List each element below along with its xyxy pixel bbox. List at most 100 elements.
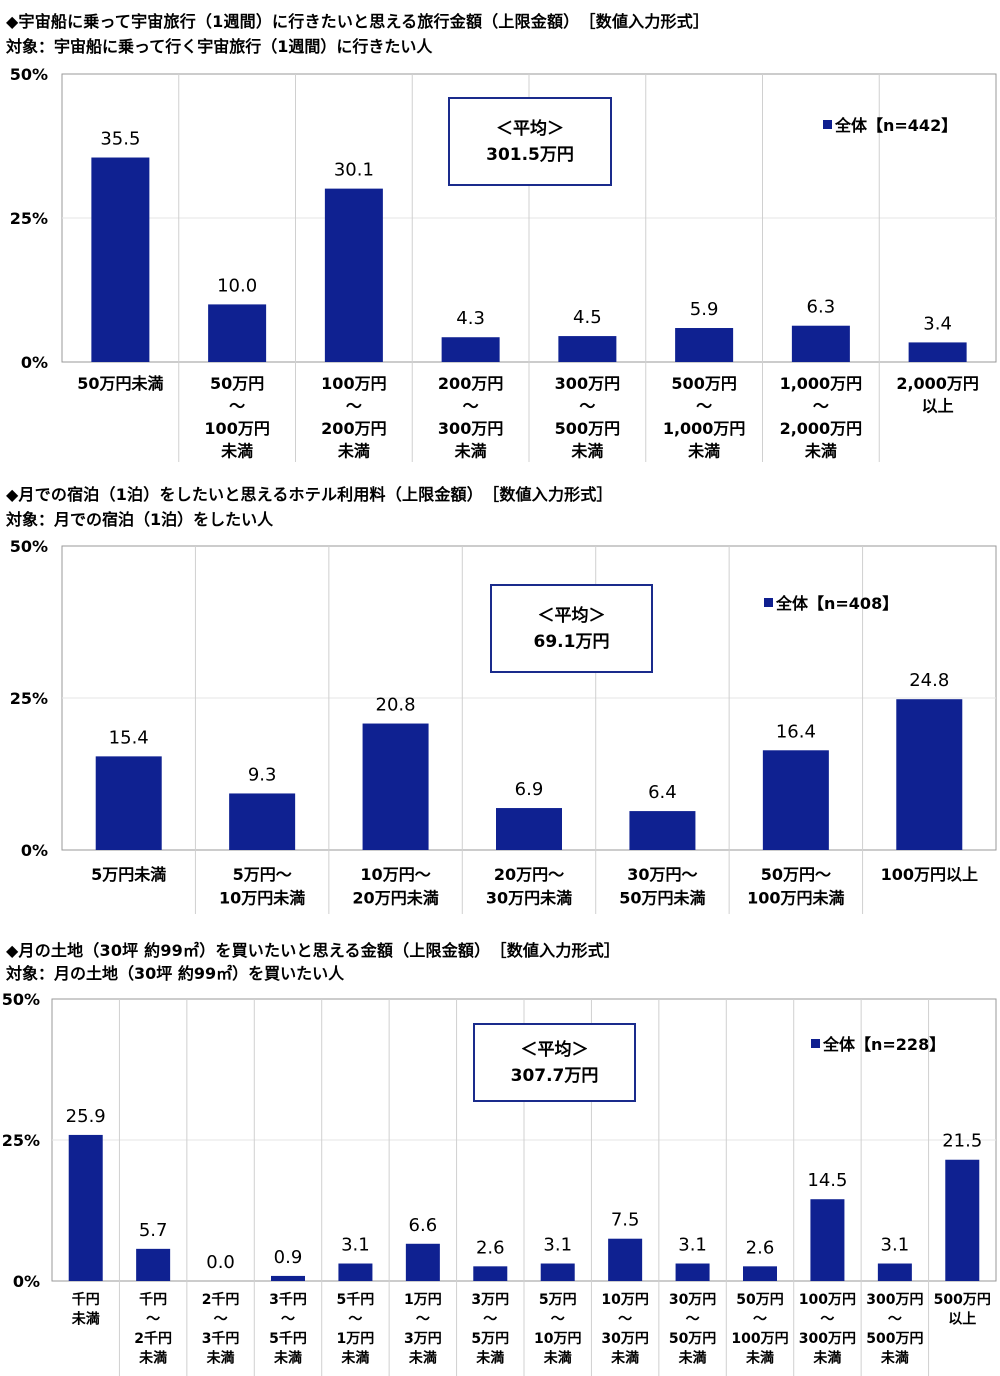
bar <box>405 1243 440 1281</box>
x-tick-label: 50万円未満 <box>619 889 705 908</box>
bar-value-label: 24.8 <box>909 670 949 691</box>
bar <box>791 325 850 362</box>
x-tick-label: 10万円～ <box>360 865 430 884</box>
chart-title: ◆宇宙船に乗って宇宙旅行（1週間）に行きたいと思える旅行金額（上限金額） ［数値… <box>6 12 710 31</box>
y-tick-label: 50% <box>10 65 48 84</box>
x-tick-label: 2千円 <box>134 1330 172 1347</box>
x-tick-label: 未満 <box>746 1350 774 1367</box>
x-tick-label: 5千円 <box>337 1291 375 1308</box>
x-tick-label: ～ <box>281 1312 295 1328</box>
bar <box>229 793 296 850</box>
x-tick-label: 500万円 <box>934 1292 991 1308</box>
x-tick-label: 100万円 <box>731 1331 788 1347</box>
x-tick-label: ～ <box>214 1312 228 1328</box>
x-tick-label: ～ <box>416 1312 430 1328</box>
bar-value-label: 0.9 <box>274 1247 303 1268</box>
x-tick-label: 300万円 <box>555 374 620 393</box>
x-tick-label: 未満 <box>881 1350 909 1367</box>
bar <box>136 1248 171 1281</box>
x-tick-label: ～ <box>753 1312 767 1328</box>
bar-value-label: 16.4 <box>776 721 816 742</box>
average-value: 69.1万円 <box>533 631 610 652</box>
legend: 全体【n=408】 <box>764 590 898 614</box>
bar-value-label: 7.5 <box>611 1210 640 1231</box>
x-tick-label: 2,000万円 <box>896 374 979 393</box>
legend: 全体【n=228】 <box>811 1031 945 1055</box>
x-tick-label: 100万円 <box>799 1292 856 1308</box>
bar <box>473 1266 508 1281</box>
x-tick-label: 300万円 <box>866 1292 923 1308</box>
x-tick-label: 500万円 <box>671 374 736 393</box>
x-tick-label: 50万円 <box>669 1331 716 1347</box>
x-tick-label: 50万円 <box>736 1292 783 1308</box>
average-label: ＜平均＞ <box>496 118 564 139</box>
x-tick-label: 未満 <box>337 442 370 461</box>
x-tick-label: 1,000万円 <box>663 419 746 438</box>
x-tick-label: 50万円未満 <box>77 374 163 393</box>
bar <box>95 756 162 850</box>
bar-value-label: 3.4 <box>923 313 952 334</box>
bar-value-label: 3.1 <box>678 1235 707 1256</box>
x-tick-label: 200万円 <box>321 419 386 438</box>
x-tick-label: ～ <box>551 1312 565 1328</box>
y-tick-label: 50% <box>2 990 40 1009</box>
average-value: 301.5万円 <box>486 144 574 165</box>
bar-value-label: 15.4 <box>109 727 149 748</box>
bar-value-label: 3.1 <box>881 1235 910 1256</box>
bar <box>208 304 267 362</box>
bar-value-label: 4.3 <box>456 308 485 329</box>
chart-subtitle: 対象：月での宿泊（1泊）をしたい人 <box>6 510 274 529</box>
x-tick-label: 10万円 <box>534 1331 581 1347</box>
x-tick-label: ～ <box>686 1312 700 1328</box>
bar <box>629 811 696 850</box>
x-tick-label: 300万円 <box>438 419 503 438</box>
x-tick-label: 未満 <box>611 1350 639 1367</box>
x-tick-label: 2,000万円 <box>780 419 863 438</box>
x-tick-label: 10万円未満 <box>219 889 305 908</box>
x-tick-label: 100万円未満 <box>747 889 844 908</box>
legend-swatch <box>811 1038 820 1048</box>
legend-swatch <box>764 597 773 607</box>
x-tick-label: ～ <box>813 397 829 416</box>
x-tick-label: 30万円 <box>669 1292 716 1308</box>
x-tick-label: 未満 <box>454 442 487 461</box>
x-tick-label: ～ <box>579 397 595 416</box>
bar-value-label: 0.0 <box>206 1252 235 1273</box>
bar <box>540 1263 575 1281</box>
x-tick-label: 未満 <box>207 1350 235 1367</box>
x-tick-label: 300万円 <box>799 1331 856 1347</box>
x-tick-label: ～ <box>463 397 479 416</box>
x-tick-label: 10万円 <box>601 1292 648 1308</box>
x-tick-label: 30万円 <box>601 1331 648 1347</box>
chart-subtitle: 対象：宇宙船に乗って行く宇宙旅行（1週間）に行きたい人 <box>6 37 433 56</box>
bar-chart-moon-hotel: 50% 25% 0% 15.4 5万円未満 9.3 5万円～ 10万円未満 20.8 10万円～ 2… <box>10 537 997 914</box>
x-tick-label: 未満 <box>72 1311 100 1328</box>
x-tick-label: 30万円未満 <box>486 889 572 908</box>
bar <box>496 808 562 850</box>
x-tick-label: 100万円以上 <box>881 865 978 884</box>
bar <box>896 699 963 850</box>
x-tick-label: 未満 <box>804 442 837 461</box>
x-tick-label: 1万円 <box>337 1331 375 1347</box>
x-tick-label: 5万円 <box>539 1292 577 1308</box>
x-tick-label: 2千円 <box>202 1291 240 1308</box>
chart-subtitle: 対象：月の土地（30坪 約99㎡）を買いたい人 <box>6 964 345 983</box>
x-tick-label: 3千円 <box>202 1330 240 1347</box>
x-tick-label: 5千円 <box>269 1330 307 1347</box>
x-tick-label: ～ <box>820 1312 834 1328</box>
chart-title: ◆月での宿泊（1泊）をしたいと思えるホテル利用料（上限金額） ［数値入力形式］ <box>6 485 613 504</box>
y-tick-label: 25% <box>10 689 48 708</box>
legend-label: 全体【n=408】 <box>776 594 899 613</box>
x-tick-label: 20万円～ <box>494 865 564 884</box>
x-tick-label: 1万円 <box>404 1292 442 1308</box>
x-tick-label: 100万円 <box>321 374 386 393</box>
x-tick-label: 3万円 <box>471 1292 509 1308</box>
bar-value-label: 4.5 <box>573 307 602 328</box>
bar-value-label: 3.1 <box>543 1235 572 1256</box>
average-value: 307.7万円 <box>510 1065 599 1086</box>
average-box: ＜平均＞ 301.5万円 <box>448 97 612 186</box>
bar <box>338 1263 373 1281</box>
average-box: ＜平均＞ 69.1万円 <box>490 584 653 673</box>
bar-value-label: 6.6 <box>409 1215 438 1236</box>
